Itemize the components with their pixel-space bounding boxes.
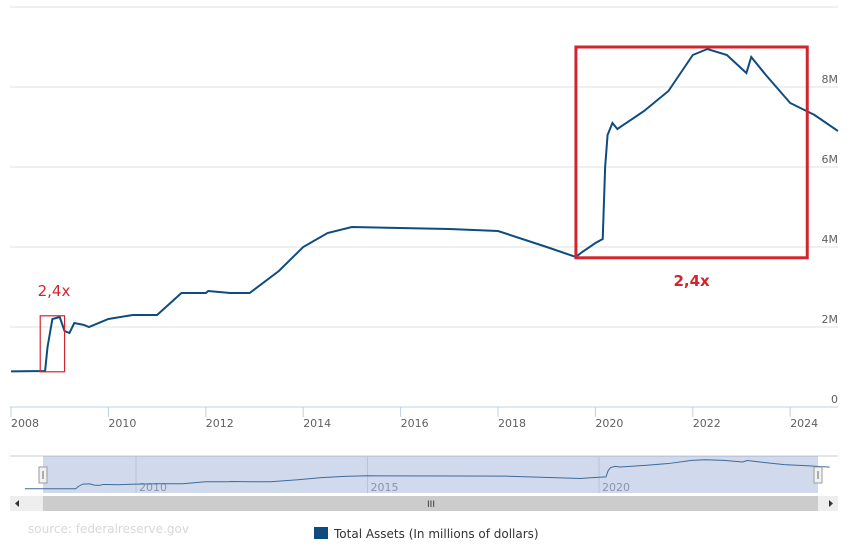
y-tick-label: 6M [822,153,839,166]
navigator-mask[interactable] [43,456,818,493]
annotation-label: 2,4x [673,272,710,290]
series-line [10,47,839,373]
legend-symbol[interactable] [314,527,328,539]
y-tick-label: 8M [822,73,839,86]
annotation-label: 2,4x [38,282,71,300]
navigator-label: 2010 [139,481,167,494]
x-tick-label: 2016 [401,417,429,430]
navigator-label: 2020 [602,481,630,494]
x-tick-label: 2014 [303,417,331,430]
scroll-right-icon[interactable] [829,500,833,507]
x-tick-label: 2024 [790,417,818,430]
annotation-box [39,315,66,373]
y-tick-label: 4M [822,233,839,246]
navigator-line [24,459,830,490]
x-tick-label: 2018 [498,417,526,430]
x-tick-label: 2020 [595,417,623,430]
x-tick-label: 2022 [693,417,721,430]
navigator-label: 2015 [371,481,399,494]
navigator-background [10,456,838,493]
scrollbar-thumb[interactable] [43,496,818,511]
x-tick-label: 2008 [11,417,39,430]
annotation-box [574,45,809,260]
scroll-left-icon[interactable] [15,500,19,507]
source-text: source: federalreserve.gov [28,522,189,536]
legend-item[interactable]: Total Assets (In millions of dollars) [333,527,539,541]
y-tick-label: 2M [822,313,839,326]
x-tick-label: 2012 [206,417,234,430]
scrollbar-grip-icon: III [427,500,435,510]
y-tick-label: 0 [831,393,838,406]
x-tick-label: 2010 [108,417,136,430]
